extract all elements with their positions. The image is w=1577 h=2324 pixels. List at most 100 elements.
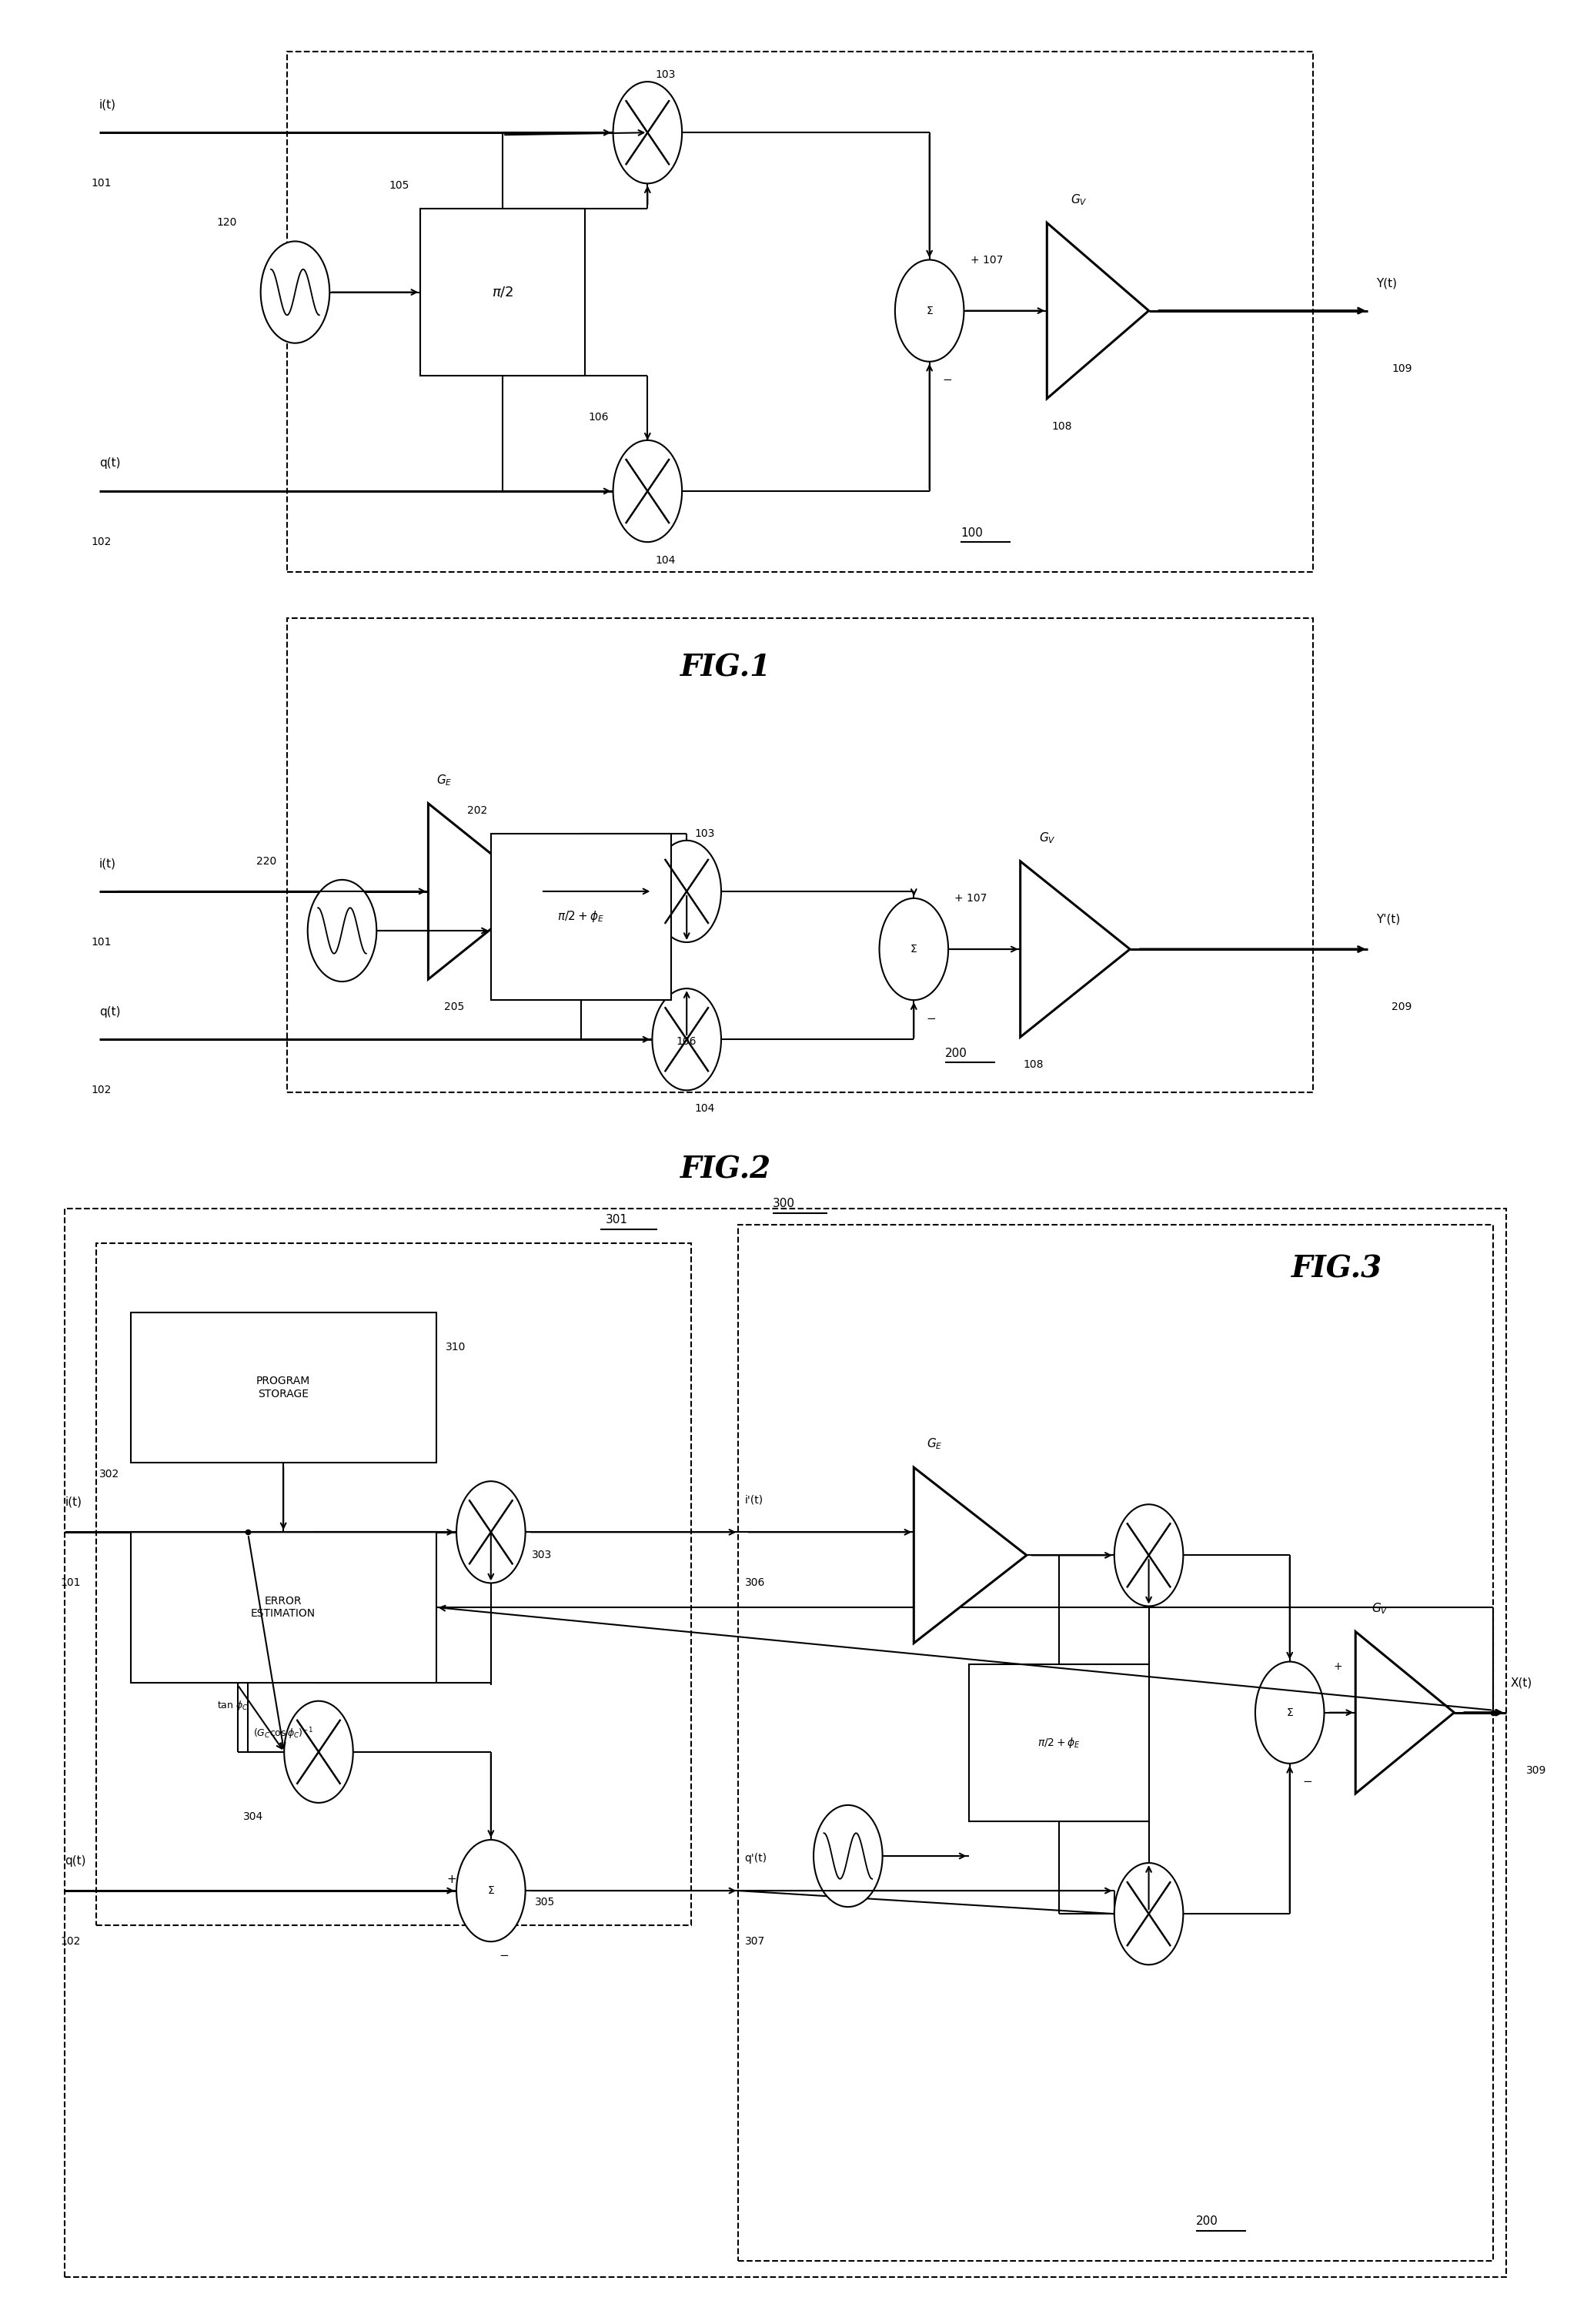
Text: 103: 103: [656, 70, 675, 79]
Text: −: −: [1303, 1776, 1312, 1787]
Text: 105: 105: [390, 181, 410, 191]
Text: 305: 305: [535, 1896, 555, 1908]
Text: 102: 102: [60, 1936, 80, 1948]
Text: 205: 205: [443, 1002, 464, 1013]
Circle shape: [260, 242, 330, 344]
Text: $\Sigma$: $\Sigma$: [926, 304, 934, 316]
Bar: [968, 1664, 1148, 1822]
Text: −: −: [926, 1013, 937, 1025]
Text: Y'(t): Y'(t): [1375, 913, 1400, 925]
Text: q(t): q(t): [99, 458, 120, 469]
Polygon shape: [1020, 862, 1131, 1037]
Bar: [131, 1313, 437, 1462]
Text: $G_V$: $G_V$: [1370, 1601, 1388, 1615]
Text: 302: 302: [99, 1469, 120, 1480]
Text: 303: 303: [531, 1550, 552, 1562]
Text: +: +: [446, 1873, 457, 1885]
Circle shape: [653, 841, 721, 941]
Bar: [287, 618, 1314, 1092]
Text: $G_V$: $G_V$: [1071, 193, 1087, 207]
Text: 200: 200: [1195, 2215, 1217, 2226]
Circle shape: [1255, 1662, 1325, 1764]
Text: tan $\phi_C$: tan $\phi_C$: [216, 1699, 248, 1713]
Text: 108: 108: [1052, 421, 1072, 432]
Polygon shape: [1356, 1631, 1454, 1794]
Text: 307: 307: [744, 1936, 765, 1948]
Text: $\pi/2$: $\pi/2$: [492, 286, 514, 300]
Text: FIG.1: FIG.1: [680, 653, 771, 683]
Circle shape: [456, 1841, 525, 1941]
Text: q(t): q(t): [65, 1855, 87, 1866]
Circle shape: [814, 1806, 883, 1908]
Text: 300: 300: [773, 1197, 795, 1208]
Circle shape: [284, 1701, 353, 1803]
Text: 301: 301: [606, 1213, 628, 1225]
Circle shape: [456, 1480, 525, 1583]
Text: $\Sigma$: $\Sigma$: [487, 1885, 495, 1896]
Text: $G_E$: $G_E$: [926, 1436, 941, 1452]
Text: 220: 220: [255, 855, 276, 867]
Text: 200: 200: [945, 1048, 967, 1060]
Text: q'(t): q'(t): [744, 1852, 766, 1864]
Text: 202: 202: [467, 804, 487, 816]
Text: 106: 106: [588, 411, 609, 423]
Bar: [490, 834, 672, 999]
Text: FIG.3: FIG.3: [1292, 1255, 1381, 1283]
Text: q(t): q(t): [99, 1006, 120, 1018]
Circle shape: [613, 439, 681, 541]
Text: PROGRAM
STORAGE: PROGRAM STORAGE: [257, 1376, 311, 1399]
Polygon shape: [1047, 223, 1148, 400]
Text: + 107: + 107: [954, 892, 987, 904]
Bar: [738, 1225, 1493, 2261]
Circle shape: [1115, 1504, 1183, 1606]
Circle shape: [653, 988, 721, 1090]
Text: +: +: [1334, 1662, 1342, 1671]
Text: −: −: [498, 1950, 508, 1961]
Text: 209: 209: [1391, 1002, 1411, 1013]
Text: 100: 100: [960, 528, 982, 539]
Bar: [287, 51, 1314, 572]
Text: 106: 106: [675, 1037, 695, 1048]
Text: −: −: [941, 374, 953, 386]
Circle shape: [613, 81, 681, 184]
Text: i'(t): i'(t): [744, 1494, 763, 1506]
Text: 102: 102: [91, 1085, 112, 1095]
Bar: [421, 209, 585, 376]
Polygon shape: [429, 804, 538, 978]
Text: i(t): i(t): [99, 858, 117, 869]
Text: 101: 101: [60, 1578, 80, 1587]
Text: $\pi/2+\phi_E$: $\pi/2+\phi_E$: [558, 909, 604, 925]
Text: i(t): i(t): [65, 1497, 82, 1508]
Text: 104: 104: [656, 555, 675, 567]
Text: $G_E$: $G_E$: [437, 774, 453, 788]
Text: 101: 101: [91, 937, 112, 948]
Bar: [131, 1532, 437, 1683]
Circle shape: [896, 260, 964, 363]
Circle shape: [880, 899, 948, 999]
Text: 306: 306: [744, 1578, 765, 1587]
Text: $G_V$: $G_V$: [1039, 832, 1057, 846]
Text: 109: 109: [1391, 363, 1411, 374]
Text: 103: 103: [694, 827, 714, 839]
Text: 101: 101: [91, 179, 112, 188]
Text: $\Sigma$: $\Sigma$: [910, 944, 918, 955]
Text: 310: 310: [445, 1341, 465, 1353]
Text: X(t): X(t): [1511, 1676, 1533, 1687]
Bar: [65, 1208, 1506, 2278]
Text: 120: 120: [216, 218, 237, 228]
Text: + 107: + 107: [970, 253, 1003, 265]
Text: $(G_C \cos\phi_C)^{-1}$: $(G_C \cos\phi_C)^{-1}$: [254, 1727, 314, 1741]
Text: i(t): i(t): [99, 100, 117, 112]
Circle shape: [308, 881, 377, 981]
Text: ERROR
ESTIMATION: ERROR ESTIMATION: [251, 1597, 315, 1620]
Text: 104: 104: [694, 1104, 714, 1113]
Text: 304: 304: [243, 1810, 263, 1822]
Text: Y(t): Y(t): [1375, 277, 1397, 288]
Polygon shape: [913, 1466, 1027, 1643]
Circle shape: [1115, 1864, 1183, 1964]
Text: 309: 309: [1527, 1764, 1547, 1776]
Text: 102: 102: [91, 537, 112, 548]
Text: 108: 108: [1023, 1060, 1044, 1071]
Bar: [96, 1243, 691, 1924]
Text: $\pi/2+\phi_E$: $\pi/2+\phi_E$: [1038, 1736, 1080, 1750]
